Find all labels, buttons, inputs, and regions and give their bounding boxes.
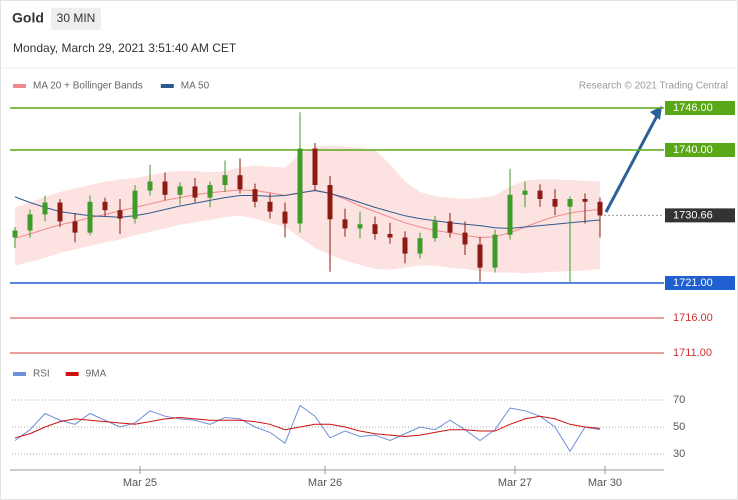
candle-body [447, 221, 453, 233]
candle-body [57, 202, 63, 222]
legend-label[interactable]: MA 20 + Bollinger Bands [33, 81, 143, 92]
price-label: 1740.00 [673, 144, 713, 156]
asset-title: Gold [12, 10, 44, 26]
bollinger-band [15, 145, 600, 274]
y-tick-label: 30 [673, 448, 685, 460]
candle-body [477, 244, 483, 268]
x-tick-label: Mar 26 [308, 477, 342, 489]
legend-swatch[interactable] [13, 84, 26, 88]
candle-body [117, 210, 123, 219]
candle-body [492, 234, 498, 268]
candle-body [252, 189, 258, 202]
candle-body [267, 201, 273, 212]
candle-body [162, 181, 168, 195]
indicator-line [14, 404, 601, 453]
price-label: 1716.00 [673, 312, 713, 324]
candle-body [87, 201, 93, 233]
legend-swatch[interactable] [65, 372, 79, 376]
legend-label[interactable]: 9MA [86, 369, 107, 380]
candle-body [102, 201, 108, 211]
legend-label[interactable]: MA 50 [181, 81, 210, 92]
candle-body [297, 148, 303, 224]
price-label: 1730.66 [673, 209, 713, 221]
candle-body [42, 202, 48, 215]
candle-body [12, 230, 18, 238]
price-label: 1721.00 [673, 277, 713, 289]
candle-body [462, 232, 468, 245]
price-label: 1746.00 [673, 102, 713, 114]
candle-body [402, 237, 408, 254]
candle-body [237, 175, 243, 190]
candle-body [507, 194, 513, 235]
candle-body [387, 234, 393, 238]
candle-body [567, 199, 573, 207]
candle-body [372, 224, 378, 234]
candle-body [357, 224, 363, 229]
y-tick-label: 50 [673, 421, 685, 433]
y-tick-label: 70 [673, 394, 685, 406]
price-label-box [665, 143, 735, 157]
x-tick-label: Mar 27 [498, 477, 532, 489]
candle-body [522, 190, 528, 195]
credit: Research © 2021 Trading Central [579, 81, 728, 92]
ma-line [14, 190, 601, 229]
price-label: 1711.00 [673, 347, 712, 359]
candle-body [537, 190, 543, 199]
timestamp: Monday, March 29, 2021 3:51:40 AM CET [13, 41, 237, 55]
legend-label[interactable]: RSI [33, 369, 50, 380]
candle-body [342, 219, 348, 229]
forecast-arrow [604, 113, 660, 213]
x-tick-label: Mar 30 [588, 477, 622, 489]
interval[interactable]: 30 MIN [57, 11, 96, 25]
candle-body [132, 190, 138, 219]
candle-body [72, 221, 78, 233]
forecast-arrowhead [650, 106, 662, 120]
candle-body [417, 238, 423, 254]
candle-body [27, 214, 33, 231]
candle-body [327, 185, 333, 220]
x-tick-label: Mar 25 [123, 477, 157, 489]
legend-swatch[interactable] [13, 372, 26, 376]
legend-swatch[interactable] [160, 84, 174, 88]
candle-body [582, 199, 588, 202]
price-label-box [665, 276, 735, 290]
candle-body [597, 201, 603, 216]
candle-body [552, 199, 558, 207]
candle-body [312, 148, 318, 185]
indicator-line [14, 415, 601, 439]
candle-body [177, 186, 183, 195]
candle-body [192, 186, 198, 198]
price-label-box [665, 208, 735, 223]
interval-badge[interactable] [51, 8, 101, 30]
price-label-box [665, 101, 735, 115]
candle-body [432, 221, 438, 239]
candle-body [282, 211, 288, 224]
candle-body [147, 181, 153, 191]
candle-body [207, 185, 213, 198]
candle-body [222, 175, 228, 185]
